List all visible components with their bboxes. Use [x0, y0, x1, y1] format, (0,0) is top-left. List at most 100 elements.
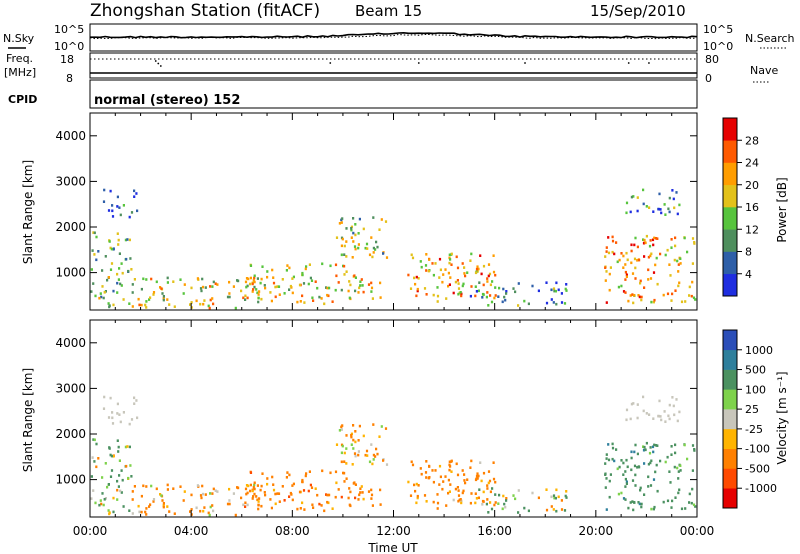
range-gate-cell [99, 292, 102, 295]
range-gate-cell [642, 241, 646, 245]
range-gate-cell [329, 471, 332, 475]
range-gate-cell [288, 288, 291, 291]
range-gate-cell [364, 453, 367, 457]
range-gate-cell [413, 483, 416, 487]
range-gate-cell [632, 195, 635, 198]
noise-panel [89, 23, 698, 52]
range-gate-cell [632, 508, 635, 512]
range-gate-cell [523, 299, 526, 303]
range-gate-cell [531, 491, 534, 495]
range-gate-cell [469, 294, 472, 298]
range-gate-cell [340, 425, 343, 429]
colorbar-cell [723, 251, 737, 275]
range-gate-cell [624, 477, 627, 481]
range-gate-cell [232, 285, 235, 288]
range-gate-cell [645, 234, 648, 238]
range-gate-cell [93, 460, 96, 463]
range-gate-cell [474, 271, 478, 275]
range-gate-cell [565, 496, 568, 499]
range-gate-cell [340, 451, 343, 455]
range-gate-cell [335, 443, 339, 446]
range-gate-cell [686, 457, 689, 461]
range-gate-cell [354, 223, 357, 226]
range-gate-cell [292, 482, 295, 486]
range-gate-cell [565, 490, 568, 493]
range-gate-cell [470, 492, 473, 495]
range-gate-cell [425, 460, 428, 463]
range-gate-cell [182, 499, 185, 502]
range-gate-cell [90, 268, 93, 271]
range-gate-cell [454, 487, 457, 491]
range-gate-cell [489, 283, 492, 287]
range-gate-cell [487, 511, 490, 514]
range-gate-cell [244, 280, 248, 284]
range-gate-cell [277, 492, 281, 495]
range-gate-cell [91, 249, 94, 252]
range-gate-cell [102, 503, 105, 507]
range-gate-cell [358, 217, 361, 221]
range-gate-cell [278, 500, 281, 503]
range-gate-cell [683, 236, 686, 240]
range-gate-cell [270, 506, 273, 510]
range-gate-cell [413, 276, 416, 280]
range-gate-cell [312, 506, 315, 509]
range-gate-cell [676, 419, 679, 423]
range-gate-cell [359, 280, 362, 283]
range-gate-cell [338, 222, 341, 225]
noise-sky-line [90, 31, 698, 39]
range-gate-cell [648, 244, 652, 248]
range-gate-cell [491, 487, 494, 490]
range-gate-cell [436, 300, 439, 303]
range-gate-cell [135, 399, 138, 402]
range-gate-cell [438, 464, 442, 468]
range-gate-cell [354, 289, 357, 293]
range-gate-cell [652, 450, 655, 454]
range-gate-cell [678, 281, 681, 285]
range-gate-cell [670, 238, 673, 241]
range-gate-cell [466, 271, 469, 274]
range-gate-cell [493, 296, 496, 300]
range-gate-cell [617, 492, 620, 496]
freq-label: Freq. [6, 52, 33, 65]
range-gate-cell [637, 501, 640, 504]
range-gate-cell [501, 300, 504, 304]
range-gate-cell [380, 425, 383, 428]
range-gate-cell [155, 487, 158, 491]
range-gate-cell [438, 257, 442, 261]
range-gate-cell [683, 443, 686, 447]
x-tick-label: 16:00 [477, 524, 512, 538]
range-gate-cell [448, 468, 451, 472]
range-gate-cell [505, 499, 508, 502]
range-gate-cell [350, 236, 353, 239]
range-gate-cell [117, 238, 120, 242]
range-gate-cell [432, 273, 435, 277]
noise-right-tick-bottom: 10^0 [703, 40, 733, 53]
range-gate-cell [477, 496, 480, 500]
range-gate-cell [611, 446, 615, 450]
colorbar-cell [723, 330, 737, 351]
range-gate-cell [122, 411, 125, 414]
range-gate-cell [611, 239, 615, 243]
range-gate-cell [652, 243, 655, 247]
range-gate-cell [664, 420, 667, 423]
colorbar-tick-label: 16 [745, 201, 759, 214]
range-gate-cell [354, 483, 357, 486]
range-gate-cell [460, 292, 463, 296]
range-gate-cell [128, 422, 131, 426]
range-gate-cell [664, 213, 667, 216]
range-gate-cell [688, 285, 691, 289]
range-gate-cell [166, 281, 169, 284]
range-gate-cell [124, 445, 127, 449]
range-gate-cell [385, 463, 389, 466]
range-gate-cell [647, 278, 650, 281]
range-gate-cell [370, 281, 373, 285]
range-gate-cell [469, 466, 472, 469]
range-gate-cell [694, 298, 697, 301]
range-gate-cell [183, 490, 186, 493]
range-gate-cell [91, 456, 94, 459]
range-gate-cell [372, 453, 375, 457]
range-gate-cell [327, 501, 330, 505]
range-gate-cell [517, 282, 520, 285]
range-gate-cell [669, 274, 672, 277]
range-gate-cell [366, 454, 369, 457]
